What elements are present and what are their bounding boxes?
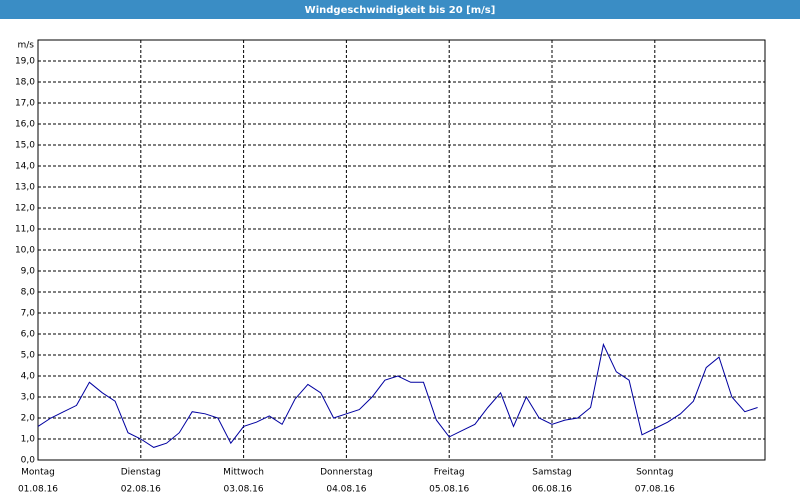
y-tick-label: 13,0: [15, 183, 35, 193]
y-unit: m/s: [18, 41, 35, 51]
x-date-label: 02.08.16: [121, 485, 161, 495]
y-tick-label: 18,0: [15, 78, 35, 88]
y-tick-label: 16,0: [15, 120, 35, 130]
y-tick-label: 10,0: [15, 246, 35, 256]
x-date-label: 03.08.16: [224, 485, 264, 495]
x-date-label: 07.08.16: [635, 485, 675, 495]
x-day-label: Donnerstag: [320, 468, 373, 478]
y-tick-label: 11,0: [15, 225, 35, 235]
y-tick-label: 3,0: [21, 393, 36, 403]
y-tick-label: 17,0: [15, 99, 35, 109]
x-day-label: Mittwoch: [223, 468, 264, 478]
x-date-label: 01.08.16: [18, 485, 58, 495]
title-bar: [0, 0, 800, 19]
y-tick-label: 8,0: [21, 288, 36, 298]
y-tick-label: 12,0: [15, 204, 35, 214]
x-day-label: Dienstag: [121, 468, 161, 478]
y-tick-label: 15,0: [15, 141, 35, 151]
y-tick-label: 19,0: [15, 57, 35, 67]
x-date-label: 04.08.16: [326, 485, 366, 495]
x-day-label: Montag: [21, 468, 55, 478]
y-tick-label: 4,0: [21, 372, 36, 382]
y-tick-label: 6,0: [21, 330, 36, 340]
chart-title: Windgeschwindigkeit bis 20 [m/s]: [305, 5, 496, 16]
y-tick-label: 2,0: [21, 414, 36, 424]
x-date-label: 06.08.16: [532, 485, 572, 495]
x-day-label: Samstag: [532, 468, 571, 478]
y-tick-label: 0,0: [21, 456, 36, 466]
x-day-label: Sonntag: [636, 468, 673, 478]
y-tick-label: 14,0: [15, 162, 35, 172]
x-day-label: Freitag: [434, 468, 465, 478]
y-tick-label: 9,0: [21, 267, 36, 277]
y-tick-label: 7,0: [21, 309, 36, 319]
y-tick-label: 5,0: [21, 351, 36, 361]
x-date-label: 05.08.16: [429, 485, 469, 495]
y-tick-label: 1,0: [21, 435, 36, 445]
wind-line: [37, 342, 758, 448]
